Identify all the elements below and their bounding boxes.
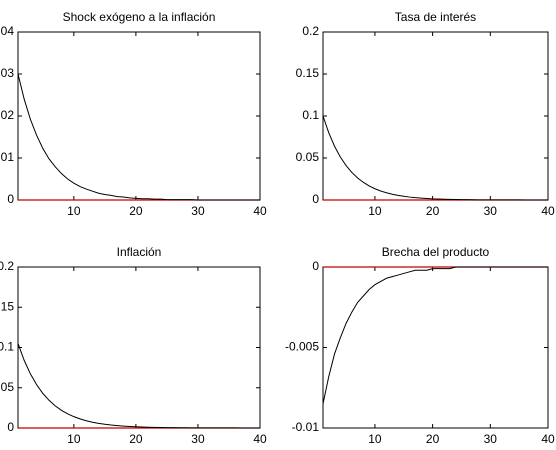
axes-box [17, 31, 261, 201]
series-line [322, 266, 548, 404]
y-tick-label: 0 [7, 420, 14, 434]
x-tick-label: 20 [426, 204, 440, 218]
y-tick-label: 0.04 [0, 24, 14, 38]
x-tick-label: 40 [253, 204, 267, 218]
series-line [322, 115, 548, 201]
x-tick-label: 40 [541, 432, 555, 446]
series-line [17, 343, 260, 429]
x-tick-label: 10 [368, 204, 382, 218]
axes-box [322, 266, 549, 429]
series-line [17, 73, 260, 201]
y-tick-label: 0.1 [0, 340, 14, 354]
x-tick-label: 20 [426, 432, 440, 446]
subplot-title: Shock exógeno a la inflación [63, 10, 216, 24]
x-tick-label: 20 [129, 204, 143, 218]
x-tick-label: 30 [484, 204, 498, 218]
y-tick-label: 0.15 [0, 299, 14, 313]
x-tick-label: 30 [191, 204, 205, 218]
y-tick-label: -0.01 [292, 420, 320, 434]
x-tick-label: 30 [191, 432, 205, 446]
y-tick-label: 0 [312, 259, 319, 273]
y-tick-label: 0.1 [302, 108, 319, 122]
x-tick-label: 40 [253, 432, 267, 446]
axes-box [17, 266, 261, 429]
x-tick-label: 10 [67, 432, 81, 446]
axes-box [322, 31, 549, 201]
y-tick-label: 0.2 [0, 259, 14, 273]
subplot-title: Inflación [117, 245, 162, 259]
y-tick-label: 0.03 [0, 66, 14, 80]
subplot-title: Brecha del producto [382, 245, 490, 259]
x-tick-label: 10 [67, 204, 81, 218]
y-tick-label: 0.2 [302, 24, 319, 38]
y-tick-label: -0.005 [285, 340, 319, 354]
y-tick-label: 0.02 [0, 108, 14, 122]
y-tick-label: 0 [312, 192, 319, 206]
y-tick-label: 0.05 [296, 150, 320, 164]
x-tick-label: 20 [129, 432, 143, 446]
y-tick-label: 0.05 [0, 380, 14, 394]
x-tick-label: 40 [541, 204, 555, 218]
y-tick-label: 0.15 [296, 66, 320, 80]
subplot-title: Tasa de interés [395, 10, 476, 24]
x-tick-label: 30 [484, 432, 498, 446]
y-tick-label: 0 [7, 192, 14, 206]
y-tick-label: 0.01 [0, 150, 14, 164]
x-tick-label: 10 [368, 432, 382, 446]
